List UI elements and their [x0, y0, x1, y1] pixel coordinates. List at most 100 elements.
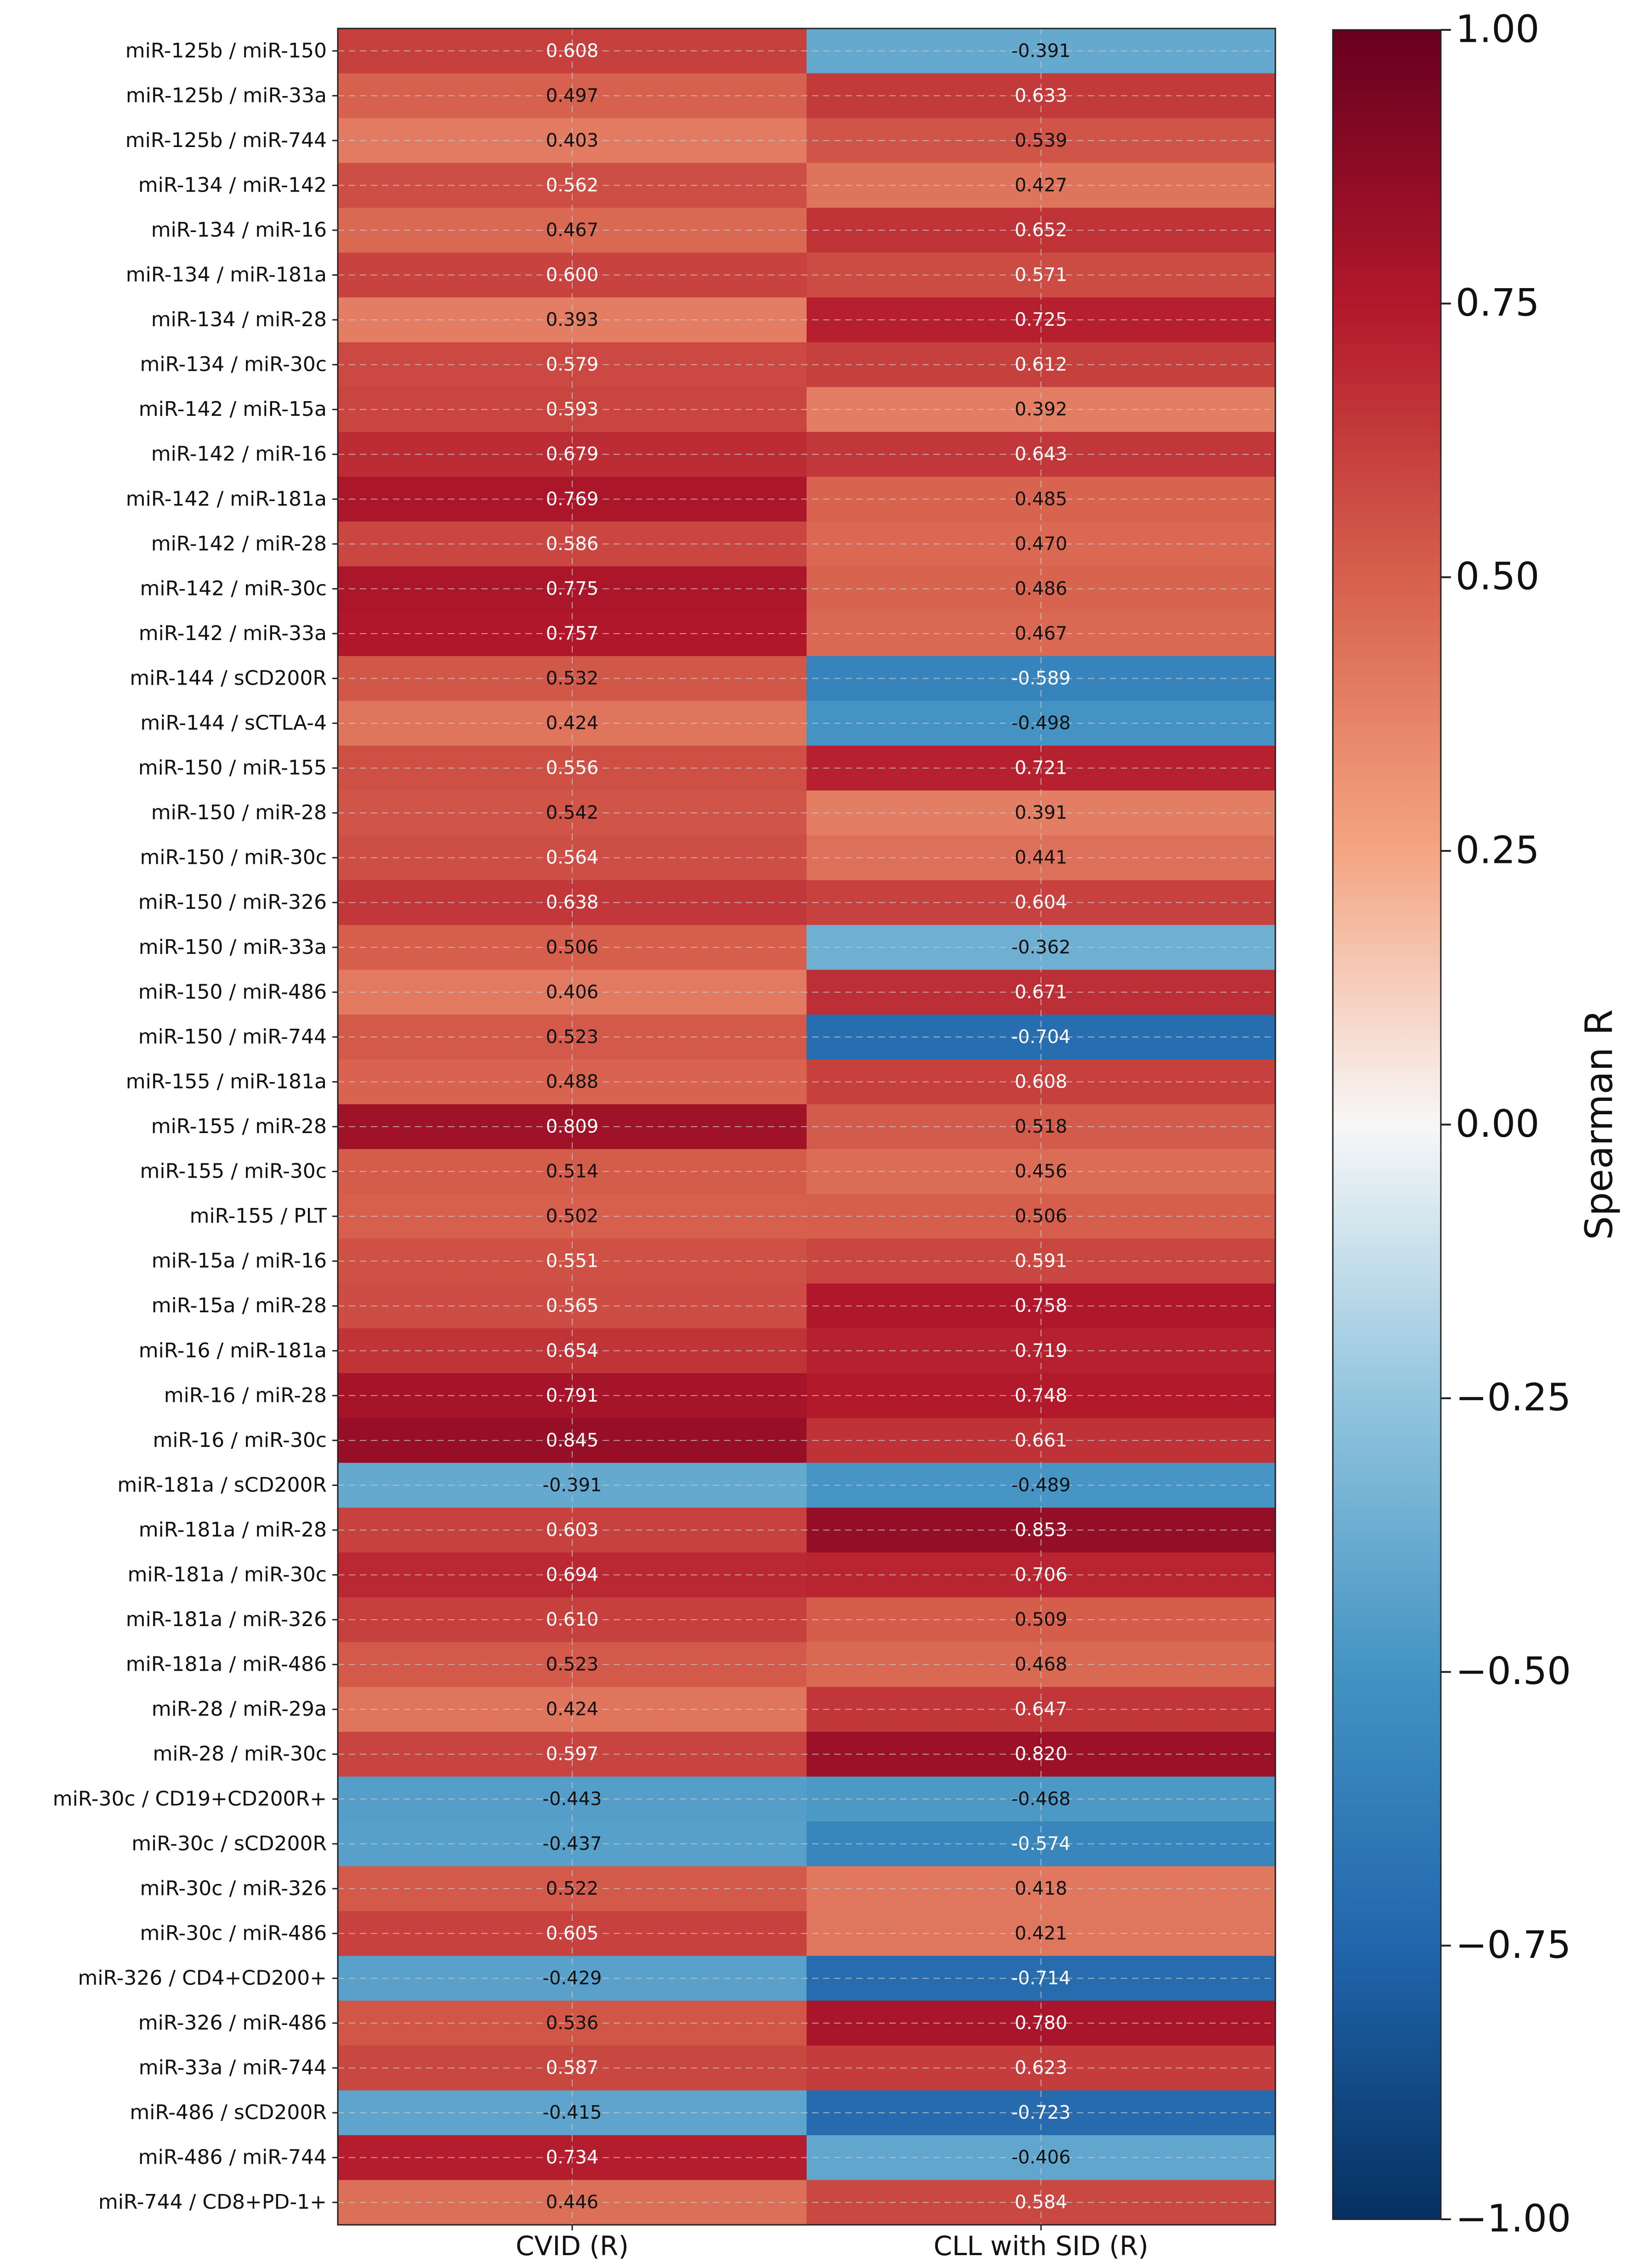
cell-value-label: 0.610 [546, 1609, 599, 1630]
cell-value-label: 0.467 [1015, 623, 1068, 644]
row-label: miR-744 / CD8+PD-1+ [98, 2190, 327, 2214]
cell-value-label: 0.562 [546, 175, 599, 196]
colorbar-tick-label: 0.00 [1456, 1102, 1540, 1146]
row-label: miR-30c / sCD200R [131, 1832, 327, 1855]
row-label: miR-144 / sCD200R [130, 666, 327, 690]
row-label: miR-326 / miR-486 [138, 2011, 327, 2035]
cell-value-label: 0.571 [1015, 265, 1068, 286]
cell-value-label: 0.485 [1015, 488, 1068, 510]
cell-value-label: 0.671 [1015, 981, 1068, 1003]
cell-value-label: 0.587 [546, 2058, 599, 2079]
row-label: miR-142 / miR-16 [151, 442, 327, 466]
cell-value-label: 0.769 [546, 488, 599, 510]
colorbar-tick-label: −0.50 [1456, 1650, 1571, 1693]
column-labels: CVID (R) CLL with SID (R) [516, 2230, 1149, 2262]
row-label: miR-134 / miR-142 [138, 173, 327, 197]
cell-value-label: -0.468 [1012, 1788, 1071, 1809]
cell-value-label: 0.502 [546, 1206, 599, 1227]
row-label: miR-326 / CD4+CD200+ [78, 1966, 327, 1990]
row-label: miR-134 / miR-30c [140, 353, 327, 376]
cell-value-label: 0.853 [1015, 1520, 1068, 1541]
cell-value-label: 0.608 [546, 40, 599, 62]
cell-value-label: 0.603 [546, 1520, 599, 1541]
cell-value-label: 0.845 [546, 1430, 599, 1451]
cell-value-label: 0.418 [1015, 1878, 1068, 1899]
cell-value-label: 0.633 [1015, 85, 1068, 106]
cell-value-label: 0.424 [546, 1699, 599, 1720]
cell-value-label: 0.467 [546, 220, 599, 241]
row-label: miR-134 / miR-28 [151, 308, 327, 331]
cell-value-label: 0.542 [546, 802, 599, 823]
cell-value-label: 0.509 [1015, 1609, 1068, 1630]
cell-value-labels: 0.608 -0.391 0.497 0.633 0.403 0.539 0.562 0.42… [543, 40, 1071, 2213]
row-label: miR-142 / miR-28 [151, 532, 327, 556]
row-label: miR-134 / miR-16 [151, 218, 327, 242]
cell-value-label: 0.748 [1015, 1385, 1068, 1406]
cell-value-label: -0.704 [1012, 1026, 1071, 1048]
cell-value-label: 0.421 [1015, 1923, 1068, 1944]
cell-value-label: -0.498 [1012, 713, 1071, 734]
cell-value-label: 0.532 [546, 668, 599, 689]
row-label: miR-150 / miR-30c [140, 846, 327, 869]
cell-value-label: -0.589 [1012, 668, 1071, 689]
row-label: miR-181a / sCD200R [117, 1473, 327, 1497]
cell-value-label: -0.437 [543, 1833, 602, 1854]
row-label: miR-181a / miR-30c [128, 1563, 327, 1587]
row-label: miR-142 / miR-181a [126, 487, 327, 510]
cell-value-label: 0.441 [1015, 847, 1068, 868]
row-label: miR-15a / miR-16 [152, 1249, 327, 1273]
cell-value-label: 0.820 [1015, 1744, 1068, 1765]
cell-value-label: -0.489 [1012, 1474, 1071, 1496]
cell-value-label: -0.714 [1012, 1967, 1071, 1989]
cell-value-label: 0.591 [1015, 1251, 1068, 1272]
cell-value-label: 0.758 [1015, 1295, 1068, 1316]
cell-value-label: 0.780 [1015, 2013, 1068, 2034]
cell-value-label: 0.694 [546, 1565, 599, 1586]
cell-value-label: 0.470 [1015, 533, 1068, 555]
cell-value-label: 0.608 [1015, 1071, 1068, 1092]
heatmap-gridlines [338, 28, 1275, 2225]
row-label: miR-155 / PLT [190, 1204, 327, 1228]
row-label: miR-181a / miR-28 [139, 1518, 327, 1542]
cell-value-label: -0.362 [1012, 937, 1071, 958]
cell-value-label: 0.791 [546, 1385, 599, 1406]
row-label: miR-144 / sCTLA-4 [140, 711, 327, 735]
cell-value-label: 0.604 [1015, 892, 1068, 913]
row-label: miR-150 / miR-486 [138, 980, 327, 1004]
cell-value-label: 0.556 [546, 758, 599, 779]
cell-value-label: -0.429 [543, 1967, 602, 1989]
colorbar-tick-label: 0.75 [1456, 281, 1540, 325]
row-label: miR-28 / miR-30c [153, 1742, 327, 1766]
cell-value-label: 0.679 [546, 444, 599, 465]
row-label: miR-16 / miR-30c [153, 1429, 327, 1452]
cell-value-label: 0.652 [1015, 220, 1068, 241]
cell-value-label: 0.424 [546, 713, 599, 734]
colorbar-tick-label: −1.00 [1456, 2197, 1571, 2240]
row-label: miR-155 / miR-30c [140, 1160, 327, 1183]
row-label: miR-486 / miR-744 [138, 2146, 327, 2169]
cell-value-label: 0.757 [546, 623, 599, 644]
row-label: miR-125b / miR-33a [126, 84, 327, 107]
cell-value-label: -0.443 [543, 1788, 602, 1809]
cell-value-label: 0.734 [546, 2147, 599, 2168]
cell-value-label: 0.605 [546, 1923, 599, 1944]
cell-value-label: 0.706 [1015, 1565, 1068, 1586]
cell-value-label: 0.522 [546, 1878, 599, 1899]
cell-value-label: 0.612 [1015, 354, 1068, 375]
colorbar: 1.00 0.75 0.50 0.25 0.00 −0.25 −0.50 −0.75 −1.00… [1332, 7, 1621, 2240]
colorbar-tick-label: 0.25 [1456, 828, 1540, 872]
row-labels: miR-125b / miR-150 miR-125b / miR-33a miR-… [53, 39, 327, 2214]
row-label: miR-155 / miR-181a [126, 1070, 327, 1093]
cell-value-label: 0.539 [1015, 130, 1068, 151]
cell-value-label: -0.415 [543, 2102, 602, 2123]
row-label: miR-155 / miR-28 [151, 1115, 327, 1138]
row-label: miR-30c / CD19+CD200R+ [53, 1787, 327, 1810]
cell-value-label: 0.643 [1015, 444, 1068, 465]
plot-frame [332, 28, 1276, 2230]
cell-value-label: 0.523 [546, 1654, 599, 1675]
cell-value-label: 0.427 [1015, 175, 1068, 196]
cell-value-label: 0.486 [1015, 578, 1068, 599]
cell-value-label: 0.721 [1015, 758, 1068, 779]
row-label: miR-28 / miR-29a [152, 1697, 327, 1721]
cell-value-label: 0.584 [1015, 2192, 1068, 2213]
